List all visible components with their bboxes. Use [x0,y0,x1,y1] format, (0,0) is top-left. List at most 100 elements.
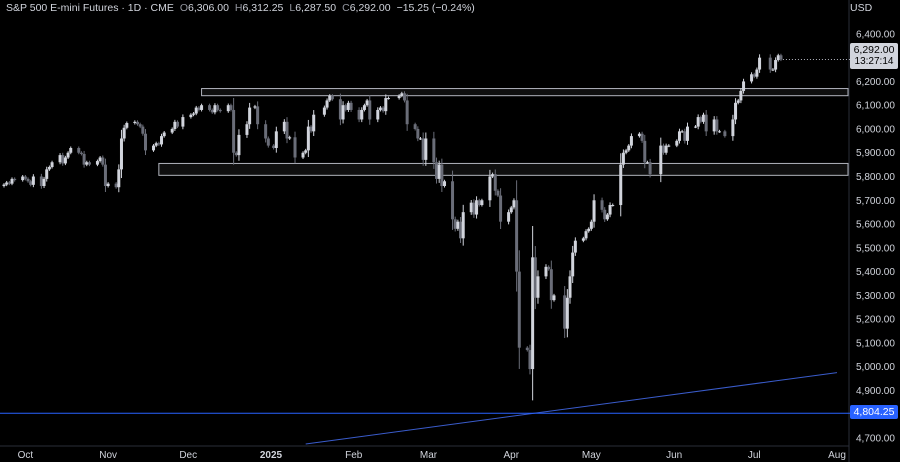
level-price-tag[interactable]: 4,804.25 [850,405,898,419]
currency-label[interactable]: USD [850,2,873,14]
candle [453,216,457,232]
candle [306,119,310,158]
candle [675,139,679,148]
y-tick-label: 5,200.00 [856,315,895,326]
y-tick-label: 5,700.00 [856,196,895,207]
candle [229,103,233,112]
candle [87,160,91,167]
candle [245,121,249,138]
candle [734,98,738,125]
candle [157,141,161,146]
candle-body [603,209,607,220]
candle [758,54,762,73]
candle-body [7,182,11,184]
candle [608,202,612,218]
candle [702,112,706,124]
candle-body [133,121,137,124]
candle [119,129,123,179]
candle [603,207,607,222]
candle-body [63,157,67,164]
candle-body [346,102,350,110]
candle [45,166,49,182]
candle-body [477,200,481,206]
candle [507,209,511,225]
candle-body [181,117,185,127]
candle-body [515,200,519,272]
candle [378,106,382,112]
candle-body [245,124,249,135]
candle [154,141,158,148]
candle-body [135,121,139,125]
candle [135,120,139,126]
candle-body [661,145,665,153]
candle [114,182,118,189]
candle-body [512,200,516,208]
resistance-zone-2 [158,162,849,176]
candle-body [637,133,641,137]
candle [584,229,588,241]
candle [192,111,196,117]
candle-body [197,107,201,110]
candle-body [170,128,174,133]
candle-body [704,114,708,132]
candle-body [432,138,436,163]
candle [536,270,540,304]
change-value: −15.25 (−0.24%) [396,2,475,14]
candle-body [624,150,628,153]
candle-body [282,121,286,132]
candle [459,217,463,243]
candle-body [472,202,476,215]
y-tick-label: 5,100.00 [856,338,895,349]
candle [181,114,185,130]
candle [491,172,495,179]
candle [611,203,615,207]
candle-body [424,138,428,160]
candle [95,159,99,167]
candle-body [79,152,83,154]
candle [648,158,652,178]
y-tick-label: 4,700.00 [856,434,895,445]
candle-body [752,74,756,77]
candle [750,72,754,84]
candle [133,120,137,125]
candle-body [774,60,778,70]
candle-body [208,105,212,110]
candle [533,246,537,310]
candle [685,122,689,145]
candle-body [402,93,406,101]
candle-body [306,126,310,151]
candle [200,103,204,112]
candle [69,146,73,155]
candle-body [42,178,46,187]
candle-body [95,161,99,165]
symbol-title[interactable]: S&P 500 E-mini Futures · 1D · CME [6,2,174,14]
last-price-tag: 6,292.00 13:27:14 [850,43,898,69]
candle-body [768,57,772,70]
candle-body [213,105,217,113]
candle-body [58,155,62,163]
candle-body [587,228,591,232]
candle-body [723,131,727,137]
candle [63,155,67,166]
candle-body [304,150,308,153]
candle [248,102,252,129]
x-tick-label: May [582,450,601,461]
candle-body [69,147,73,153]
candle [456,219,460,231]
candle-body [536,276,540,298]
candle [210,108,214,114]
candle [101,155,105,167]
candle [581,236,585,243]
candle-body [384,98,388,112]
candle-body [405,100,409,125]
candle-body [344,105,348,110]
candle [322,105,326,117]
candle [488,169,492,207]
open-label: O [179,2,189,14]
candle-body [77,147,81,153]
x-tick-label: Jun [666,450,682,461]
candle-body [160,136,164,145]
candle [98,155,102,163]
candle [349,100,353,112]
